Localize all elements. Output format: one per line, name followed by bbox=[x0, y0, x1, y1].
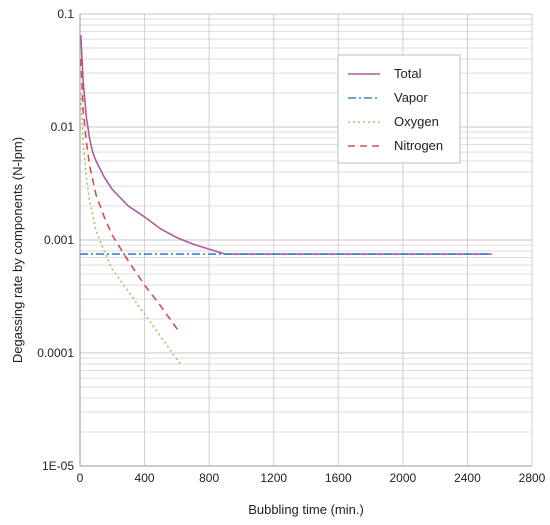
tick-labels: 0 400 800 1200 1600 2000 2400 2800 1E-05 0.0001 0.… bbox=[37, 7, 545, 485]
grid bbox=[79, 13, 533, 467]
x-tick-label: 2400 bbox=[454, 471, 481, 485]
y-tick-label: 0.001 bbox=[44, 233, 74, 247]
y-tick-label: 0.1 bbox=[57, 7, 74, 21]
x-tick-label: 0 bbox=[77, 471, 84, 485]
x-tick-label: 1600 bbox=[325, 471, 352, 485]
x-tick-label: 800 bbox=[199, 471, 219, 485]
legend-box bbox=[337, 54, 461, 164]
y-tick-label: 0.0001 bbox=[37, 346, 74, 360]
x-tick-label: 2000 bbox=[390, 471, 417, 485]
x-tick-label: 2800 bbox=[519, 471, 546, 485]
x-tick-label: 1200 bbox=[260, 471, 287, 485]
series-line-nitrogen bbox=[80, 58, 181, 334]
legend-label-total: Total bbox=[394, 66, 422, 81]
legend-label-oxygen: Oxygen bbox=[394, 114, 439, 129]
x-tick-label: 400 bbox=[135, 471, 155, 485]
y-tick-label: 0.01 bbox=[51, 120, 75, 134]
legend-label-vapor: Vapor bbox=[394, 90, 428, 105]
axes bbox=[79, 14, 532, 467]
series-lines bbox=[80, 35, 492, 365]
series-line-oxygen bbox=[80, 92, 181, 365]
legend: Total Vapor Oxygen Nitrogen bbox=[337, 54, 461, 164]
x-axis-title: Bubbling time (min.) bbox=[248, 502, 364, 517]
y-axis-title: Degassing rate by components (N-lpm) bbox=[10, 137, 25, 363]
y-tick-label: 1E-05 bbox=[42, 459, 74, 473]
legend-label-nitrogen: Nitrogen bbox=[394, 138, 443, 153]
